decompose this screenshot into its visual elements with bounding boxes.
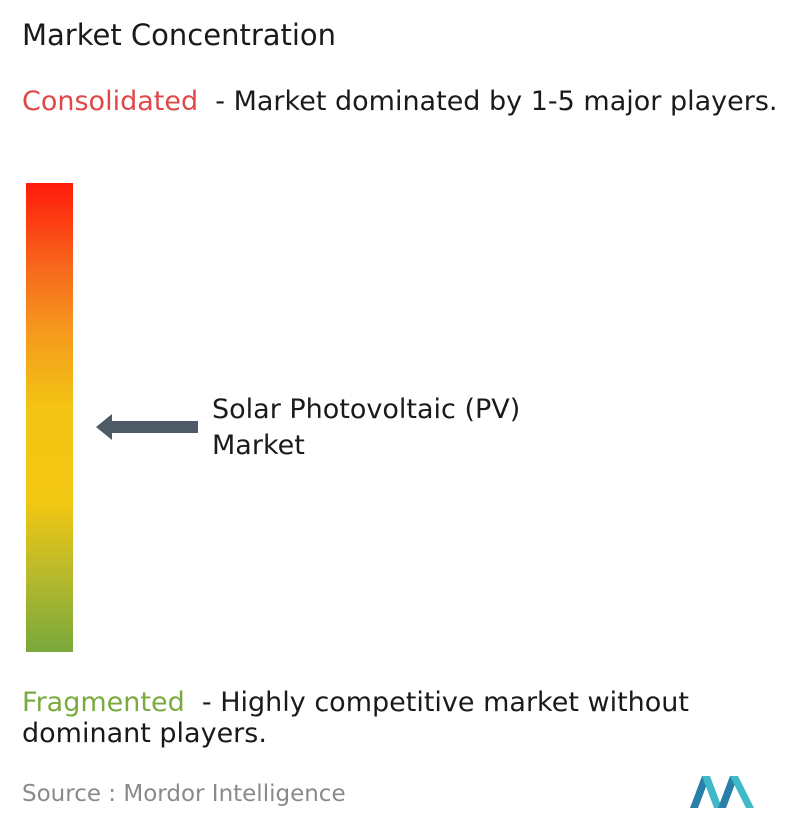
title: Market Concentration <box>22 18 337 52</box>
consolidated-legend: Consolidated - Market dominated by 1-5 m… <box>22 86 792 117</box>
source-label: Source : <box>22 781 117 807</box>
market-label: Solar Photovoltaic (PV) Market <box>212 394 521 461</box>
logo <box>690 776 754 808</box>
source-name: Mordor Intelligence <box>123 781 346 807</box>
consolidated-label: Consolidated <box>22 86 199 117</box>
arrow <box>96 414 198 440</box>
logo-part <box>718 776 738 808</box>
logo-part <box>702 776 722 808</box>
consolidated-description: - Market dominated by 1-5 major players. <box>215 86 778 117</box>
fragmented-legend: Fragmented - Highly competitive market w… <box>22 687 792 749</box>
logo-part <box>730 776 754 808</box>
arrow-shape <box>96 414 198 440</box>
source: Source : Mordor Intelligence <box>22 781 346 807</box>
fragmented-label: Fragmented <box>22 687 185 718</box>
fragmented-description: - Highly competitive market without domi… <box>22 687 689 749</box>
concentration-gradient <box>26 183 73 652</box>
